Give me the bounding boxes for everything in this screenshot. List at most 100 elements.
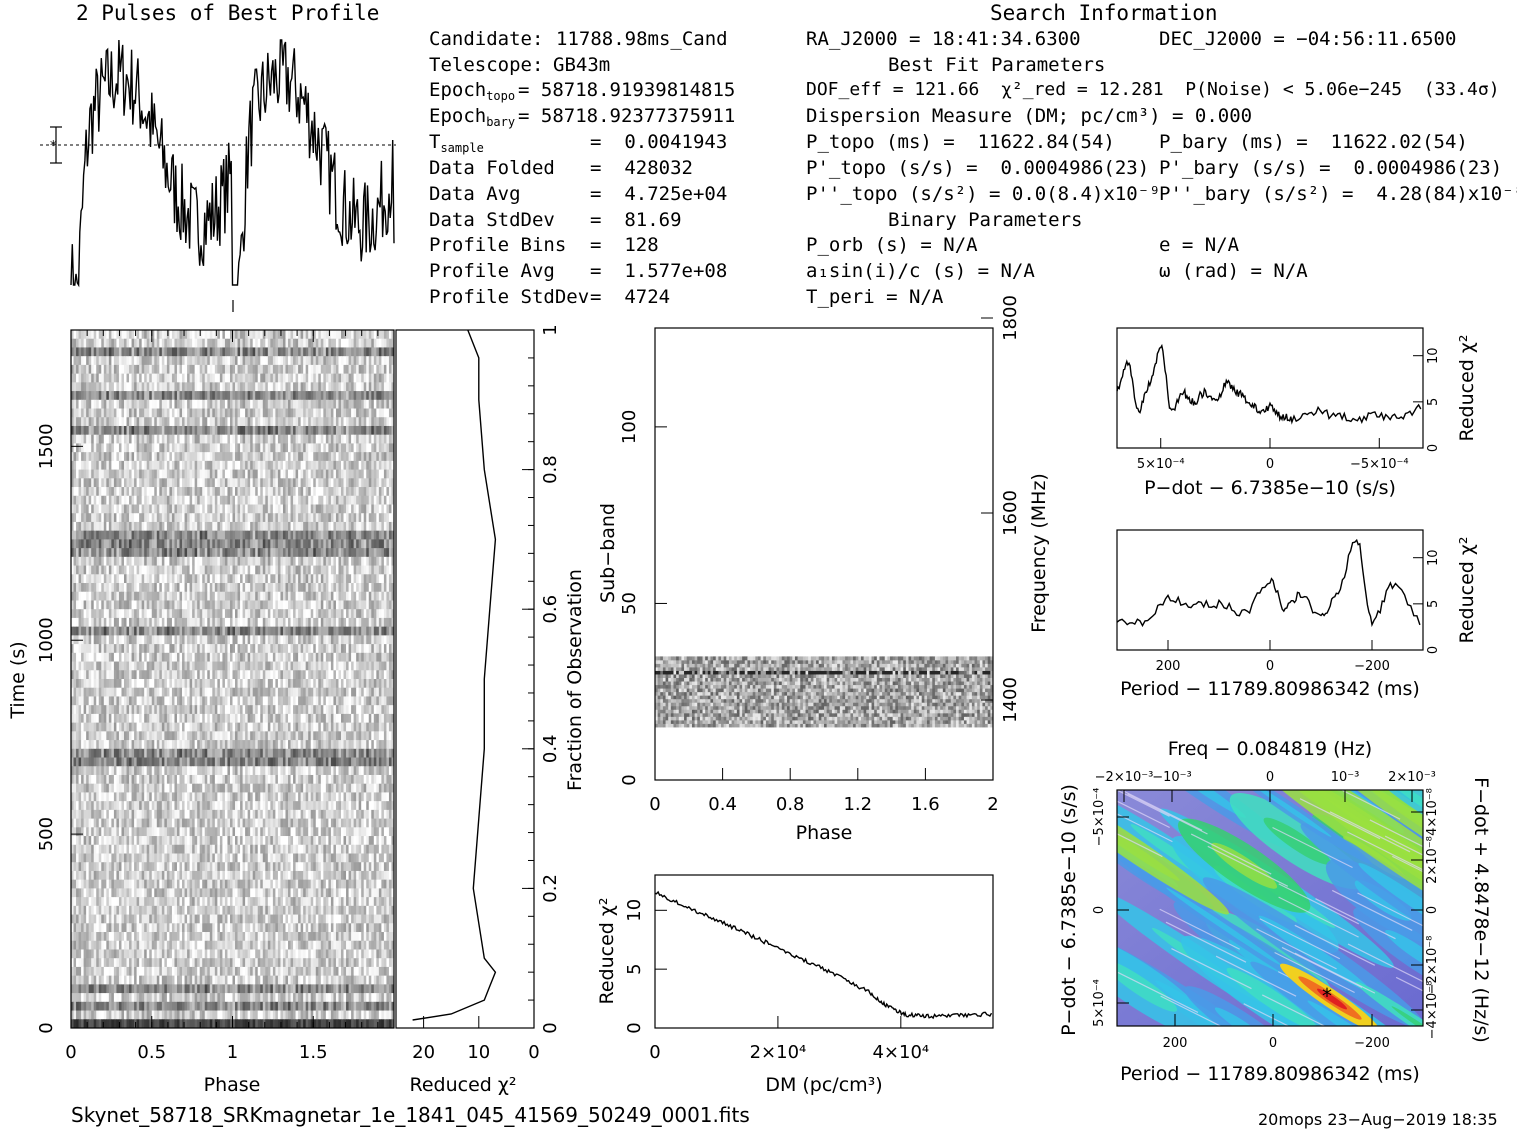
time-phase-pixel: [383, 504, 387, 514]
time-phase-pixel: [121, 373, 125, 383]
time-phase-pixel: [346, 652, 349, 662]
time-phase-pixel: [134, 565, 138, 575]
time-phase-pixel: [121, 460, 125, 471]
time-phase-pixel: [164, 417, 168, 427]
time-phase-pixel: [217, 565, 221, 575]
time-phase-pixel: [212, 478, 216, 488]
time-phase-pixel: [361, 469, 365, 479]
time-phase-pixel: [76, 373, 79, 383]
time-phase-pixel: [76, 495, 79, 505]
time-phase-pixel: [260, 417, 264, 427]
time-phase-pixel: [207, 609, 211, 619]
time-phase-pixel: [353, 364, 357, 375]
time-phase-pixel: [252, 548, 256, 558]
time-phase-pixel: [197, 600, 201, 610]
time-phase-pixel: [209, 487, 213, 497]
time-phase-pixel: [257, 478, 261, 488]
data-stddev-label: Data StdDev: [429, 209, 555, 231]
time-phase-pixel: [260, 574, 264, 584]
time-phase-pixel: [171, 373, 175, 383]
time-phase-pixel: [242, 364, 246, 375]
time-phase-pixel: [378, 583, 382, 593]
time-phase-pixel: [197, 469, 201, 479]
time-phase-pixel: [204, 609, 208, 619]
time-phase-pixel: [182, 661, 185, 671]
time-phase-pixel: [315, 513, 319, 523]
time-phase-pixel: [182, 539, 185, 549]
time-phase-pixel: [116, 548, 120, 558]
time-phase-pixel: [376, 556, 380, 566]
time-phase-pixel: [335, 469, 339, 479]
time-phase-pixel: [323, 443, 327, 453]
time-phase-pixel: [222, 443, 226, 453]
time-phase-pixel: [149, 452, 153, 462]
time-phase-pixel: [247, 382, 251, 392]
time-phase-pixel: [169, 565, 173, 575]
time-phase-pixel: [134, 609, 138, 619]
time-phase-pixel: [288, 330, 291, 340]
time-phase-pixel: [98, 626, 102, 636]
time-phase-pixel: [156, 539, 160, 549]
time-phase-pixel: [391, 652, 394, 662]
time-phase-pixel: [129, 504, 132, 514]
time-phase-pixel: [237, 661, 241, 671]
time-phase-pixel: [368, 617, 372, 628]
time-phase-pixel: [176, 644, 180, 654]
time-phase-pixel: [161, 443, 165, 453]
time-phase-pixel: [330, 443, 334, 453]
time-phase-pixel: [262, 495, 266, 505]
time-phase-pixel: [192, 425, 196, 436]
time-phase-pixel: [103, 565, 107, 575]
time-phase-pixel: [330, 434, 334, 444]
time-phase-pixel: [272, 504, 276, 514]
time-phase-pixel: [272, 417, 276, 427]
time-phase-pixel: [270, 548, 274, 558]
time-phase-pixel: [310, 626, 314, 636]
time-phase-pixel: [166, 556, 170, 566]
time-phase-pixel: [111, 644, 115, 654]
time-phase-pixel: [338, 626, 342, 636]
time-phase-pixel: [330, 373, 334, 383]
time-phase-pixel: [134, 382, 138, 392]
time-phase-pixel: [96, 513, 100, 523]
time-phase-pixel: [277, 600, 281, 610]
time-phase-pixel: [240, 548, 243, 558]
time-phase-pixel: [121, 382, 125, 392]
time-phase-pixel: [214, 504, 218, 514]
time-phase-pixel: [303, 347, 307, 357]
time-phase-pixel: [91, 652, 95, 662]
time-phase-pixel: [123, 530, 127, 540]
time-phase-pixel: [252, 356, 256, 366]
time-phase-pixel: [91, 417, 95, 427]
time-phase-pixel: [323, 495, 327, 505]
time-phase-pixel: [121, 452, 125, 462]
time-phase-pixel: [280, 338, 284, 348]
time-phase-pixel: [323, 600, 327, 610]
time-phase-pixel: [199, 382, 203, 392]
time-phase-pixel: [255, 609, 259, 619]
time-phase-pixel: [91, 382, 95, 392]
time-phase-pixel: [373, 487, 377, 497]
time-phase-pixel: [166, 521, 170, 532]
time-phase-pixel: [174, 347, 178, 357]
time-phase-pixel: [101, 443, 105, 453]
time-phase-pixel: [123, 338, 127, 348]
time-phase-pixel: [134, 574, 138, 584]
time-phase-pixel: [93, 364, 97, 375]
time-phase-pixel: [383, 617, 387, 628]
time-phase-pixel: [346, 452, 349, 462]
time-phase-pixel: [341, 434, 344, 444]
time-phase-pixel: [275, 330, 279, 340]
time-phase-pixel: [293, 652, 296, 662]
time-phase-pixel: [164, 539, 168, 549]
time-phase-pixel: [252, 347, 256, 357]
time-phase-pixel: [325, 548, 329, 558]
time-phase-pixel: [270, 556, 274, 566]
time-phase-pixel: [156, 347, 160, 357]
time-phase-pixel: [182, 565, 185, 575]
time-phase-pixel: [156, 460, 160, 471]
time-phase-pixel: [341, 487, 344, 497]
time-phase-pixel: [280, 539, 284, 549]
time-phase-pixel: [93, 417, 97, 427]
time-phase-pixel: [151, 495, 155, 505]
